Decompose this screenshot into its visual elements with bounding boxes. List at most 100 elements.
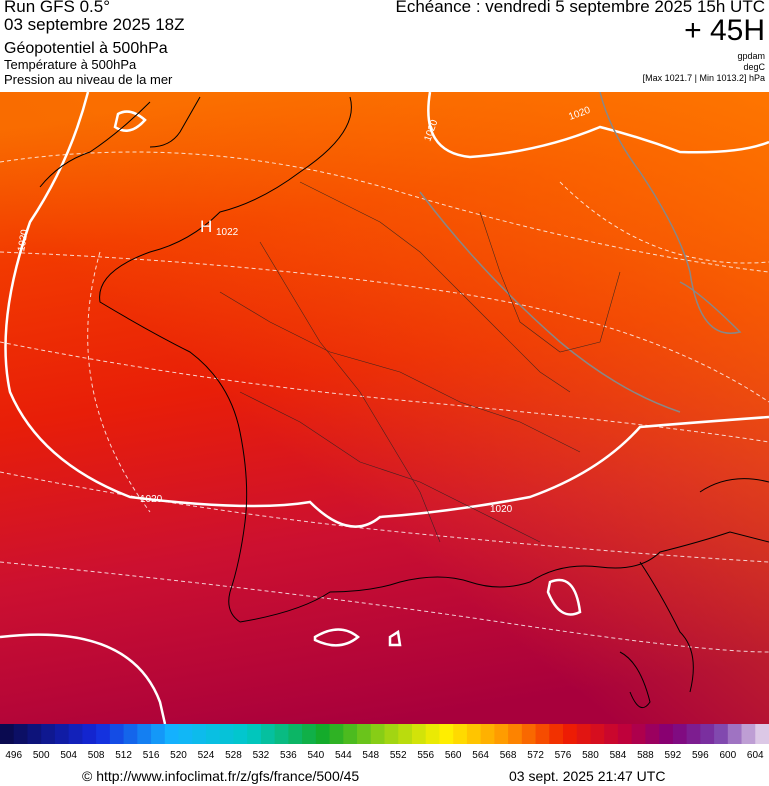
color-swatch bbox=[494, 724, 509, 744]
color-swatch bbox=[137, 724, 152, 744]
color-swatch bbox=[425, 724, 440, 744]
color-swatch bbox=[631, 724, 646, 744]
color-swatch bbox=[604, 724, 619, 744]
scale-label: 520 bbox=[170, 750, 187, 761]
borders bbox=[219, 181, 621, 543]
unit: [Max 1021.7 | Min 1013.2] hPa bbox=[642, 73, 765, 83]
color-swatch bbox=[219, 724, 234, 744]
color-swatch bbox=[576, 724, 591, 744]
scale-label: 580 bbox=[582, 750, 599, 761]
source-url: © http://www.infoclimat.fr/z/gfs/france/… bbox=[82, 768, 360, 784]
color-swatch bbox=[727, 724, 743, 744]
color-swatch bbox=[453, 724, 468, 744]
color-swatch bbox=[521, 724, 537, 744]
unit: degC bbox=[743, 62, 765, 72]
color-swatch bbox=[370, 724, 385, 744]
high-symbol: H bbox=[200, 217, 212, 236]
scale-label: 572 bbox=[527, 750, 544, 761]
field-background bbox=[0, 92, 769, 724]
scale-label: 604 bbox=[747, 750, 764, 761]
scale-label: 532 bbox=[253, 750, 270, 761]
color-swatch bbox=[700, 724, 715, 744]
color-swatch bbox=[741, 724, 756, 744]
color-swatch bbox=[123, 724, 138, 744]
scale-label: 524 bbox=[198, 750, 215, 761]
run: Run GFS 0.5° bbox=[4, 0, 111, 16]
field: Pression au niveau de la mer bbox=[4, 72, 173, 87]
color-swatch bbox=[54, 724, 70, 744]
scale-label: 528 bbox=[225, 750, 242, 761]
color-swatch bbox=[109, 724, 125, 744]
high-value: 1022 bbox=[216, 227, 239, 238]
color-swatch bbox=[563, 724, 578, 744]
color-swatch bbox=[398, 724, 413, 744]
scale-label: 556 bbox=[417, 750, 434, 761]
color-swatch bbox=[68, 724, 83, 744]
color-swatch bbox=[549, 724, 564, 744]
color-swatch bbox=[645, 724, 660, 744]
color-swatch bbox=[0, 724, 15, 744]
scale-label: 548 bbox=[362, 750, 379, 761]
color-swatch bbox=[590, 724, 605, 744]
color-swatch bbox=[96, 724, 111, 744]
scale-label: 596 bbox=[692, 750, 709, 761]
scale-label: 536 bbox=[280, 750, 297, 761]
color-swatch bbox=[192, 724, 207, 744]
color-scale: 496 500 504 508 512 516 520 524 528 532 536 540 544 5… bbox=[0, 724, 769, 761]
scale-label: 560 bbox=[445, 750, 462, 761]
color-swatch bbox=[411, 724, 427, 744]
scale-label: 584 bbox=[610, 750, 627, 761]
scale-label: 500 bbox=[33, 750, 50, 761]
color-swatch bbox=[315, 724, 331, 744]
color-swatch bbox=[672, 724, 688, 744]
color-swatch bbox=[343, 724, 358, 744]
scale-label: 504 bbox=[60, 750, 77, 761]
isobars bbox=[0, 92, 769, 724]
echeance: Echéance : vendredi 5 septembre 2025 15h… bbox=[395, 0, 765, 16]
color-swatch bbox=[205, 724, 221, 744]
scale-label: 568 bbox=[500, 750, 517, 761]
isotherms bbox=[0, 151, 769, 653]
color-swatch bbox=[439, 724, 454, 744]
scale-label: 592 bbox=[665, 750, 682, 761]
color-swatch bbox=[686, 724, 701, 744]
scale-label: 600 bbox=[719, 750, 736, 761]
isobar-label: 1020 bbox=[490, 504, 513, 515]
color-swatch bbox=[164, 724, 180, 744]
generated-time: 03 sept. 2025 21:47 UTC bbox=[509, 768, 666, 784]
run-date: 03 septembre 2025 18Z bbox=[4, 15, 185, 34]
scale-label: 564 bbox=[472, 750, 489, 761]
color-swatch bbox=[617, 724, 633, 744]
color-swatch bbox=[260, 724, 276, 744]
color-swatch bbox=[27, 724, 42, 744]
color-swatch bbox=[274, 724, 289, 744]
color-swatch bbox=[247, 724, 262, 744]
isobar-label: 1020 bbox=[16, 228, 31, 252]
scale-label: 512 bbox=[115, 750, 132, 761]
color-swatch bbox=[82, 724, 97, 744]
map: H 1022 1020 1020 1020 1020 1020 bbox=[0, 92, 769, 724]
isobars-minor bbox=[419, 92, 742, 413]
color-swatch bbox=[329, 724, 344, 744]
color-swatch bbox=[659, 724, 674, 744]
color-swatch bbox=[384, 724, 399, 744]
scale-label: 576 bbox=[555, 750, 572, 761]
color-swatch bbox=[535, 724, 550, 744]
scale-label: 544 bbox=[335, 750, 352, 761]
lead-time: + 45H bbox=[684, 14, 765, 47]
color-swatch bbox=[178, 724, 193, 744]
scale-label: 588 bbox=[637, 750, 654, 761]
unit: gpdam bbox=[737, 51, 765, 61]
color-swatch bbox=[13, 724, 28, 744]
isobar-label: 1020 bbox=[140, 494, 163, 505]
field: Géopotentiel à 500hPa bbox=[4, 40, 168, 57]
color-swatch bbox=[466, 724, 482, 744]
color-swatch bbox=[357, 724, 372, 744]
color-swatch bbox=[302, 724, 317, 744]
color-swatch bbox=[288, 724, 303, 744]
color-swatch bbox=[755, 724, 769, 744]
scale-label: 496 bbox=[5, 750, 22, 761]
scale-label: 552 bbox=[390, 750, 407, 761]
field: Température à 500hPa bbox=[4, 57, 137, 72]
